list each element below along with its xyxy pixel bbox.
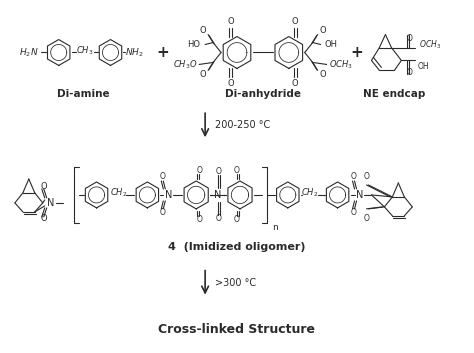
- Text: +: +: [350, 45, 363, 60]
- Text: O: O: [228, 79, 234, 88]
- Text: n: n: [272, 223, 278, 232]
- Text: >300 °C: >300 °C: [215, 277, 256, 288]
- Text: O: O: [364, 214, 369, 223]
- Text: $CH_3O$: $CH_3O$: [173, 58, 197, 71]
- Text: HO: HO: [187, 40, 200, 49]
- Text: O: O: [234, 166, 240, 174]
- Text: $NH_2$: $NH_2$: [126, 46, 145, 59]
- Text: O: O: [215, 167, 221, 175]
- Text: O: O: [292, 17, 298, 26]
- Text: O: O: [351, 208, 356, 217]
- Text: O: O: [196, 166, 202, 174]
- Text: 4  (Imidized oligomer): 4 (Imidized oligomer): [168, 242, 306, 252]
- Text: O: O: [40, 214, 47, 223]
- Text: O: O: [200, 70, 207, 79]
- Text: O: O: [234, 215, 240, 224]
- Text: Di-anhydride: Di-anhydride: [225, 89, 301, 99]
- Text: N: N: [47, 198, 55, 208]
- Text: O: O: [196, 215, 202, 224]
- Text: O: O: [406, 34, 412, 43]
- Text: $CH_2$: $CH_2$: [110, 187, 127, 199]
- Text: NE endcap: NE endcap: [363, 89, 426, 99]
- Text: OH: OH: [325, 40, 337, 49]
- Text: $CH_2$: $CH_2$: [301, 187, 319, 199]
- Text: O: O: [319, 70, 326, 79]
- Text: Di-amine: Di-amine: [57, 89, 110, 99]
- Text: O: O: [159, 208, 165, 217]
- Text: $H_2N$: $H_2N$: [19, 46, 38, 59]
- Text: O: O: [228, 17, 234, 26]
- Text: O: O: [215, 214, 221, 223]
- Text: $CH_3$: $CH_3$: [76, 44, 93, 57]
- Text: O: O: [406, 68, 412, 77]
- Text: O: O: [364, 173, 369, 181]
- Text: N: N: [164, 190, 172, 200]
- Text: 200-250 °C: 200-250 °C: [215, 120, 270, 130]
- Text: $OCH_3$: $OCH_3$: [328, 58, 353, 71]
- Text: OH: OH: [417, 62, 429, 71]
- Text: O: O: [351, 173, 356, 181]
- Text: O: O: [40, 183, 47, 191]
- Text: N: N: [356, 190, 363, 200]
- Text: +: +: [156, 45, 169, 60]
- Text: $OCH_3$: $OCH_3$: [419, 38, 441, 51]
- Text: Cross-linked Structure: Cross-linked Structure: [158, 323, 316, 336]
- Text: O: O: [319, 26, 326, 35]
- Text: O: O: [159, 173, 165, 181]
- Text: N: N: [214, 190, 222, 200]
- Text: O: O: [200, 26, 207, 35]
- Text: O: O: [292, 79, 298, 88]
